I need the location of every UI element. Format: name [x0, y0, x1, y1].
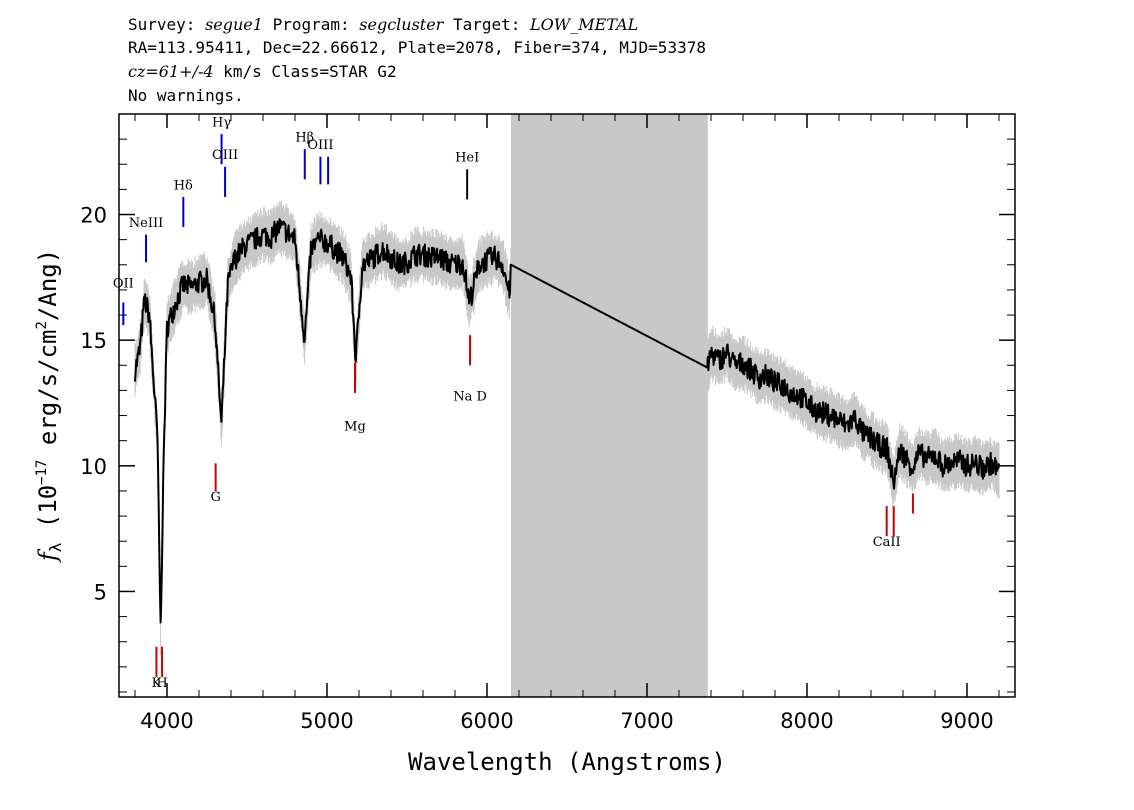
- target-label: Target:: [443, 15, 530, 34]
- absorption-line-label: Mg: [344, 420, 366, 435]
- emission-line-label: OIII: [212, 148, 238, 163]
- emission-line-label: Hδ: [174, 178, 193, 193]
- emission-line-label: Hγ: [212, 116, 231, 131]
- x-tick-label: 8000: [780, 709, 833, 733]
- plot-frame: [118, 113, 1016, 698]
- y-axis-label: fλ (10−17 erg/s/cm2/Ang): [34, 249, 65, 563]
- emission-line-label: NeIII: [129, 216, 163, 231]
- header-line-3: cz=61+/-4 km/s Class=STAR G2: [128, 62, 397, 81]
- y-tick-label: 20: [80, 204, 107, 228]
- x-tick-label: 7000: [620, 709, 673, 733]
- absorption-line-label: K: [152, 676, 162, 691]
- x-tick-label: 6000: [460, 709, 513, 733]
- axis-ticks: 4000 5000 6000 7000 8000 9000 5 10 15 20: [80, 114, 1015, 733]
- redshift-value: cz=61+/-4: [128, 62, 214, 81]
- program-value: segcluster: [359, 15, 444, 34]
- emission-line-label: OIII: [307, 138, 333, 153]
- header-line-2: RA=113.95411, Dec=22.66612, Plate=2078, …: [128, 38, 706, 57]
- emission-line-label: OII: [113, 276, 134, 291]
- x-tick-label: 9000: [940, 709, 993, 733]
- survey-value: segue1: [205, 15, 263, 34]
- emission-line-label: HeI: [455, 151, 479, 166]
- program-label: Program:: [263, 15, 359, 34]
- masked-region: [511, 114, 708, 697]
- y-tick-label: 10: [80, 455, 107, 479]
- flux-series-line: [134, 218, 1000, 624]
- absorption-line-label: CaII: [873, 535, 901, 550]
- x-axis-label: Wavelength (Angstroms): [408, 748, 726, 776]
- class-text: km/s Class=STAR G2: [214, 62, 397, 81]
- x-tick-label: 5000: [300, 709, 353, 733]
- emission-line-label: Hβ: [295, 131, 314, 146]
- absorption-line-label: G: [210, 490, 220, 505]
- absorption-line-label: Na D: [453, 389, 487, 404]
- y-tick-label: 15: [80, 329, 107, 353]
- x-tick-label: 4000: [140, 709, 193, 733]
- header-line-4: No warnings.: [128, 86, 244, 105]
- y-tick-label: 5: [94, 580, 107, 604]
- target-value: LOW_METAL: [529, 15, 638, 34]
- survey-label: Survey:: [128, 15, 205, 34]
- absorption-line-label: H: [156, 676, 167, 691]
- header-line-1: Survey: segue1 Program: segcluster Targe…: [128, 15, 638, 34]
